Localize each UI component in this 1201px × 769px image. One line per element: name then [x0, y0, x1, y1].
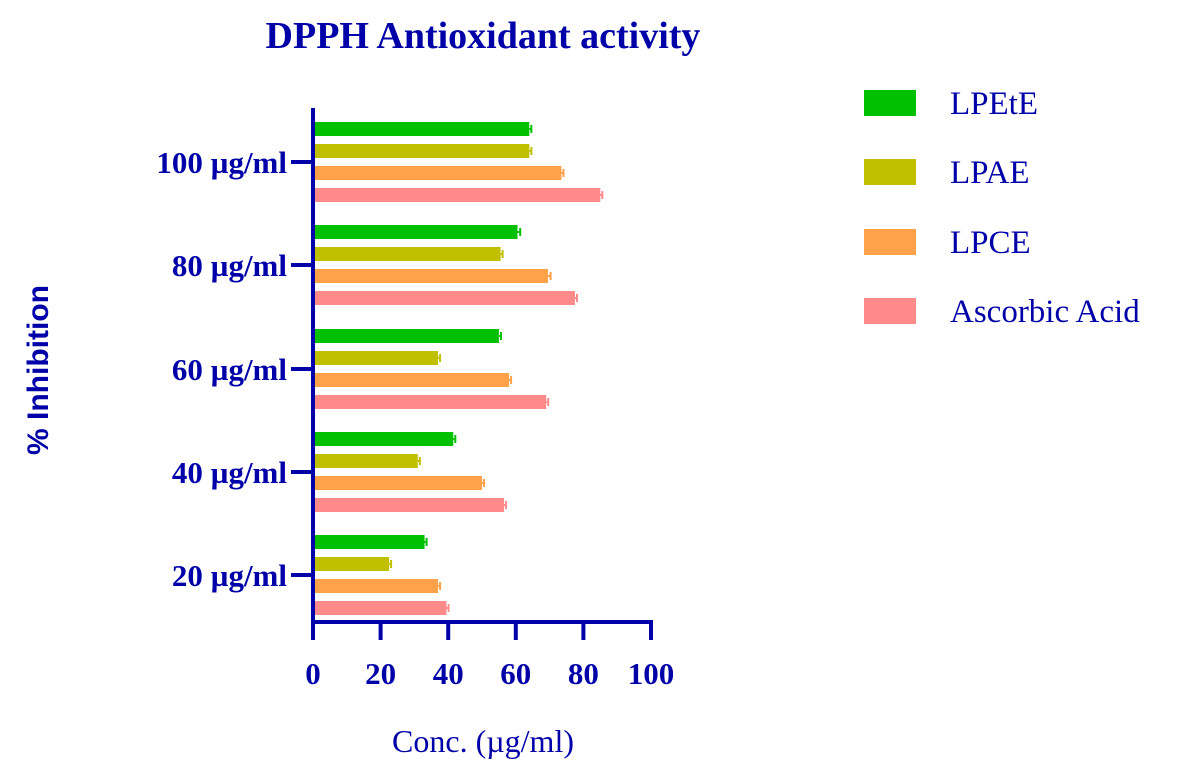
bar-ascorbic-acid-2 — [313, 498, 504, 512]
x-tick-label: 60 — [500, 656, 531, 691]
bar-lpae-3 — [313, 351, 439, 365]
bar-lpce-2 — [313, 476, 482, 490]
bar-lpete-5 — [313, 122, 530, 136]
legend-swatch — [864, 298, 916, 324]
bar-lpete-2 — [313, 432, 454, 446]
bar-ascorbic-acid-5 — [313, 188, 601, 202]
bar-lpce-5 — [313, 166, 562, 180]
legend-label: LPCE — [950, 225, 1031, 261]
x-tick-label: 100 — [628, 656, 675, 691]
legend-label: LPAE — [950, 155, 1029, 191]
y-tick-label: 60 µg/ml — [172, 352, 288, 387]
bar-lpae-5 — [313, 144, 530, 158]
bar-lpce-1 — [313, 579, 439, 593]
x-tick-label: 40 — [433, 656, 464, 691]
bar-lpae-2 — [313, 454, 418, 468]
legend: LPEtE LPAE LPCE Ascorbic Acid — [864, 86, 1140, 330]
y-tick-label: 100 µg/ml — [156, 145, 287, 180]
bar-lpete-3 — [313, 329, 499, 343]
x-tick-label: 80 — [568, 656, 599, 691]
bar-ascorbic-acid-4 — [313, 291, 575, 305]
y-axis-label: % Inhibition — [22, 285, 55, 455]
bar-lpce-4 — [313, 269, 548, 283]
plot-area: 0 20 40 60 80 100 20 µg/ml 40 µg/ml 60 µg/ml 80 µ… — [156, 108, 674, 691]
legend-swatch — [864, 229, 916, 255]
x-tick-label: 20 — [365, 656, 396, 691]
bar-lpete-4 — [313, 225, 518, 239]
legend-swatch — [864, 159, 916, 185]
x-axis-label: Conc. (µg/ml) — [392, 723, 574, 759]
bar-ascorbic-acid-3 — [313, 395, 547, 409]
y-tick-label: 40 µg/ml — [172, 455, 288, 490]
bar-lpae-1 — [313, 557, 390, 571]
y-tick-label: 80 µg/ml — [172, 248, 288, 283]
x-tick-label: 0 — [305, 656, 321, 691]
bar-lpae-4 — [313, 247, 501, 261]
chart-title: DPPH Antioxidant activity — [266, 15, 701, 57]
bar-lpete-1 — [313, 535, 425, 549]
y-tick-label: 20 µg/ml — [172, 558, 288, 593]
bar-ascorbic-acid-1 — [313, 601, 447, 615]
legend-label: LPEtE — [950, 86, 1038, 122]
bar-lpce-3 — [313, 373, 510, 387]
legend-swatch — [864, 90, 916, 116]
legend-label: Ascorbic Acid — [950, 294, 1140, 330]
